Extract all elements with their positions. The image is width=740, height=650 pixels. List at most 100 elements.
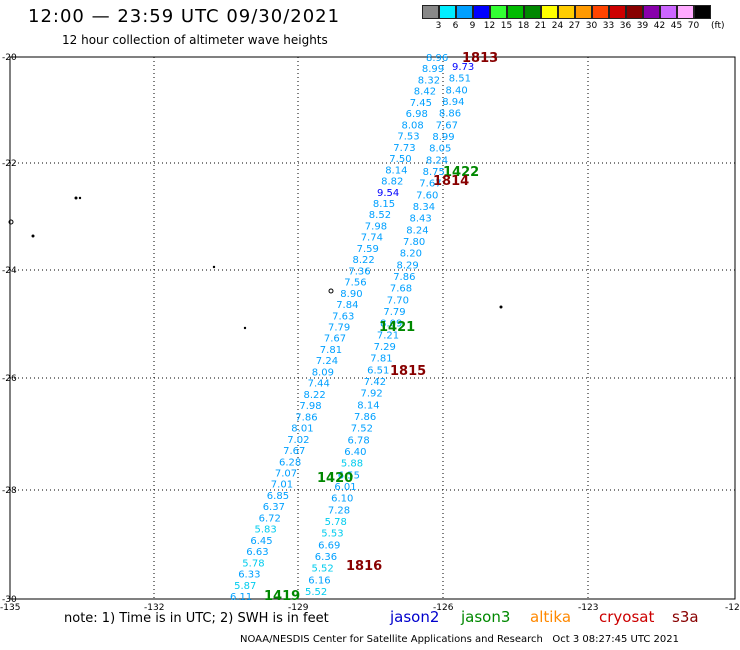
satellite-jason2: jason2 [390,608,440,626]
wave-height-value: 7.36 [348,266,370,277]
wave-height-value: 8.34 [413,202,435,213]
wave-height-value: 5.52 [312,564,334,575]
pass-time-label: 1816 [346,559,382,574]
pass-time-label: 1421 [379,320,415,335]
island [499,305,503,309]
legend-swatch [609,5,626,19]
legend-label: 39 [636,21,649,31]
wave-height-value: 8.24 [406,225,428,236]
wave-height-value: 7.68 [390,284,412,295]
legend-label: 21 [534,21,547,31]
island [78,196,82,200]
latitude-label: -30 [2,595,17,605]
wave-height-value: 7.42 [364,377,386,388]
satellite-altika: altika [530,608,572,626]
island [74,196,78,200]
footnote: note: 1) Time is in UTC; 2) SWH is in fe… [64,611,329,626]
track-right-values: 9.738.518.408.948.867.678.998.058.248.75… [305,62,474,598]
map-subtitle: 12 hour collection of altimeter wave hei… [62,33,328,47]
wave-height-value: 8.52 [369,210,391,221]
longitude-label: -120 [725,603,740,613]
satellite-cryosat: cryosat [599,608,655,626]
legend-swatch [626,5,643,19]
map-frame [9,56,736,600]
legend-swatch [541,5,558,19]
wave-height-value: 8.86 [439,109,461,120]
wave-height-value: 8.75 [423,167,445,178]
legend-label: 9 [469,21,476,31]
satellite-jason3: jason3 [461,608,511,626]
wave-height-value: 8.05 [429,144,451,155]
wave-height-value: 7.02 [287,435,309,446]
wave-height-value: 8.32 [418,76,440,87]
timestamp: Oct 3 08:27:45 UTC 2021 [552,634,679,645]
wave-height-value: 8.09 [312,367,334,378]
wave-height-value: 7.80 [403,237,425,248]
wave-height-value: 8.14 [357,400,379,411]
wave-height-value: 8.08 [402,120,424,131]
islands [8,196,503,330]
wave-height-value: 7.86 [393,272,415,283]
legend-label: 70 [687,21,700,31]
legend-swatch [694,5,711,19]
legend-swatch [660,5,677,19]
wave-height-value: 7.67 [436,120,458,131]
wave-height-value: 7.67 [324,334,346,345]
wave-height-value: 7.01 [271,480,293,491]
legend-label: 33 [602,21,615,31]
legend-swatch [439,5,456,19]
wave-height-value: 7.53 [397,132,419,143]
wave-height-value: 7.44 [308,379,330,390]
wave-height-value: 7.21 [377,330,399,341]
longitude-label: -123 [578,603,598,613]
wave-height-value: 9.54 [377,188,399,199]
color-scale-labels: 3 6 9 12 15 18 21 24 27 30 33 36 39 42 45 70 [422,21,702,31]
wave-height-value: 7.56 [344,278,366,289]
latitude-label: -20 [2,53,17,63]
wave-height-value: 7.74 [361,233,383,244]
island [212,265,216,269]
wave-height-value: 6.28 [279,457,301,468]
wave-height-value: 6.16 [308,575,330,586]
wave-height-value: 8.22 [304,390,326,401]
color-scale-legend [422,5,711,19]
wave-height-value: 7.81 [370,354,392,365]
wave-height-value: 5.52 [305,587,327,598]
wave-height-value: 7.24 [316,356,338,367]
legend-swatch [490,5,507,19]
wave-height-value: 6.63 [246,547,268,558]
wave-height-value: 7.45 [410,98,432,109]
wave-height-value: 9.73 [452,62,474,73]
wave-height-value: 8.29 [397,260,419,271]
legend-swatch [524,5,541,19]
wave-height-value: 7.63 [332,311,354,322]
wave-height-value: 7.86 [295,412,317,423]
legend-label: 27 [568,21,581,31]
axis-labels: -20 -22 -24 -26 -28 -30-135 -132 -129 -126 -123 -1… [0,53,740,613]
wave-height-value: 7.73 [393,143,415,154]
pass-time-label: 1815 [390,364,426,379]
wave-height-value: 8.01 [291,424,313,435]
wave-height-value: 6.98 [406,109,428,120]
pass-time-label: 1420 [317,471,353,486]
map-grid [9,56,736,600]
wave-height-value: 8.43 [410,214,432,225]
wave-height-value: 8.09 [380,319,402,330]
wave-height-value: 6.55 [338,470,360,481]
wave-height-value: 7.52 [351,424,373,435]
longitude-label: -135 [0,603,20,613]
wave-height-value: 6.36 [315,552,337,563]
legend-label: 6 [452,21,459,31]
legend-swatch [558,5,575,19]
wave-height-value: 8.15 [373,199,395,210]
wave-height-value: 7.86 [354,412,376,423]
pass-time-label: 1422 [443,165,479,180]
wave-height-value: 6.85 [267,491,289,502]
longitude-label: -129 [288,603,309,613]
wave-height-value: 8.51 [449,74,471,85]
wave-height-value: 8.99 [432,132,454,143]
wave-height-value: 7.98 [365,221,387,232]
wave-height-value: 6.10 [331,494,353,505]
legend-swatch [677,5,694,19]
